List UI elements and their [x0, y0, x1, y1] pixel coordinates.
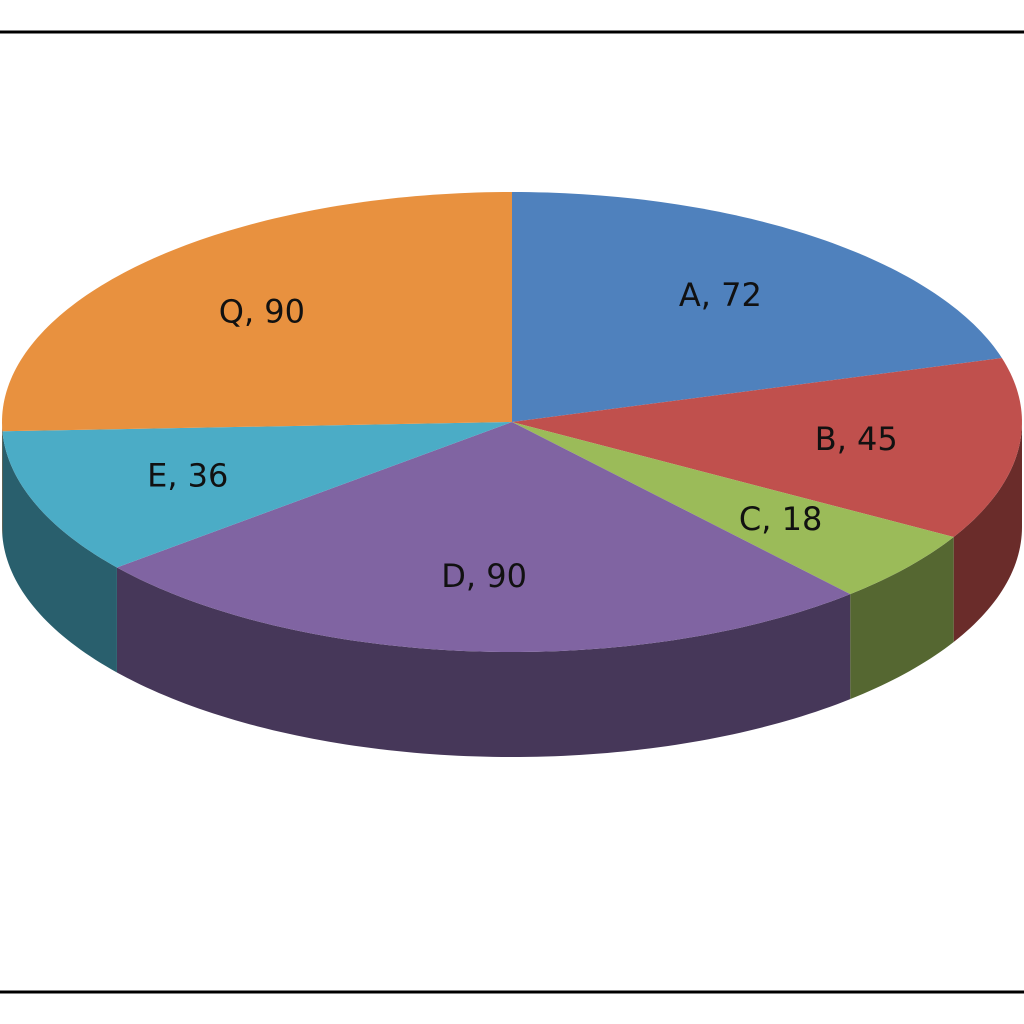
data-label: E, 36	[147, 456, 228, 494]
slice	[116, 422, 851, 652]
slice-side	[953, 422, 1022, 642]
slice	[512, 422, 954, 595]
data-label: A, 72	[679, 276, 762, 314]
slice-side	[116, 567, 851, 757]
slice-side	[850, 537, 954, 700]
data-label: Q, 90	[219, 293, 305, 331]
slices	[2, 192, 1022, 652]
slice	[2, 192, 512, 432]
slice	[2, 422, 513, 568]
slice-side	[2, 431, 117, 673]
data-label: B, 45	[815, 420, 898, 458]
side-walls	[2, 422, 1022, 757]
data-labels: A, 72 B, 45 C, 18 D, 90 E, 36 Q, 90	[147, 276, 898, 595]
slice	[512, 358, 1022, 537]
slice	[512, 192, 1002, 422]
data-label: C, 18	[739, 500, 822, 538]
data-label: D, 90	[441, 557, 527, 595]
